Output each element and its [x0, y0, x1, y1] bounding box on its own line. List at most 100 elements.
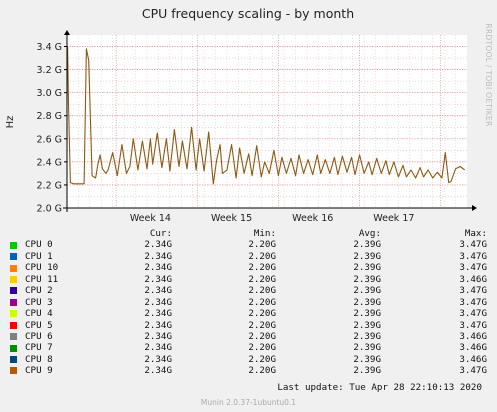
legend-label: CPU 1 [25, 250, 53, 262]
legend-swatch [10, 321, 17, 329]
legend-header-avg: Avg: [358, 228, 381, 239]
legend-row: CPU 11 2.34G 2.20G 2.39G 3.46G [10, 274, 487, 285]
legend-avg: 2.39G [353, 239, 381, 251]
legend-row: CPU 2 2.34G 2.20G 2.39G 3.47G [10, 285, 487, 296]
legend-avg: 2.39G [353, 296, 381, 308]
legend-max: 3.46G [459, 330, 487, 342]
legend-label: CPU 9 [25, 365, 53, 377]
x-tick-label: Week 17 [373, 213, 414, 224]
legend-label: CPU 5 [25, 319, 53, 331]
legend-header-max: Max: [464, 228, 487, 239]
legend-max: 3.47G [459, 285, 487, 297]
legend-header-cur: Cur: [149, 228, 172, 239]
legend-swatch [10, 333, 17, 341]
chart-title: CPU frequency scaling - by month [142, 6, 354, 21]
y-axis-title: Hz [5, 116, 16, 129]
legend-row: CPU 5 2.34G 2.20G 2.39G 3.47G [10, 320, 487, 331]
legend-swatch [10, 253, 17, 261]
x-tick-label: Week 14 [130, 213, 171, 224]
legend-label: CPU 3 [25, 296, 53, 308]
legend-label: CPU 6 [25, 330, 53, 342]
legend-min: 2.20G [248, 353, 276, 365]
legend-swatch [10, 344, 17, 352]
legend-max: 3.47G [459, 319, 487, 331]
legend-cur: 2.34G [144, 330, 172, 342]
legend-cur: 2.34G [144, 273, 172, 285]
legend-label: CPU 10 [25, 262, 59, 274]
legend-row: CPU 1 2.34G 2.20G 2.39G 3.47G [10, 251, 487, 262]
y-tick-label: 3.0 G [37, 88, 63, 99]
legend-max: 3.47G [459, 365, 487, 377]
legend-swatch [10, 310, 17, 318]
legend-avg: 2.39G [353, 285, 381, 297]
legend-avg: 2.39G [353, 353, 381, 365]
legend-avg: 2.39G [353, 308, 381, 320]
legend-min: 2.20G [248, 250, 276, 262]
legend-swatch [10, 356, 17, 364]
legend-row: CPU 4 2.34G 2.20G 2.39G 3.47G [10, 308, 487, 319]
legend-max: 3.46G [459, 353, 487, 365]
legend-min: 2.20G [248, 273, 276, 285]
x-axis-ticks: Week 14 Week 15 Week 16 Week 17 [130, 213, 415, 224]
legend-avg: 2.39G [353, 273, 381, 285]
legend-cur: 2.34G [144, 308, 172, 320]
legend-max: 3.46G [459, 342, 487, 354]
legend-swatch [10, 241, 17, 249]
y-tick-label: 2.8 G [37, 111, 63, 122]
last-update: Last update: Tue Apr 28 22:10:13 2020 [277, 382, 482, 393]
legend-swatch [10, 264, 17, 272]
legend-header: Cur: Min: Avg: Max: [10, 228, 487, 239]
munin-version: Munin 2.0.37-1ubuntu0.1 [200, 398, 297, 407]
legend-row: CPU 0 2.34G 2.20G 2.39G 3.47G [10, 239, 487, 250]
legend: Cur: Min: Avg: Max: CPU 0 2.34G 2.20G 2.39G… [10, 228, 487, 377]
data-series [66, 45, 466, 185]
legend-cur: 2.34G [144, 319, 172, 331]
legend-max: 3.46G [459, 273, 487, 285]
legend-min: 2.20G [248, 319, 276, 331]
legend-max: 3.47G [459, 262, 487, 274]
plot-area [67, 35, 467, 208]
legend-row: CPU 9 2.34G 2.20G 2.39G 3.47G [10, 365, 487, 376]
rrdtool-watermark: RRDTOOL / TOBI OETIKER [484, 23, 493, 126]
legend-swatch [10, 367, 17, 375]
legend-avg: 2.39G [353, 262, 381, 274]
y-axis-arrow [64, 30, 70, 35]
legend-avg: 2.39G [353, 250, 381, 262]
legend-label: CPU 8 [25, 353, 53, 365]
x-tick-label: Week 15 [211, 213, 252, 224]
y-tick-label: 2.0 G [37, 204, 63, 215]
legend-label: CPU 0 [25, 239, 53, 251]
legend-row: CPU 10 2.34G 2.20G 2.39G 3.47G [10, 262, 487, 273]
grid-lines [67, 35, 467, 209]
legend-min: 2.20G [248, 296, 276, 308]
legend-min: 2.20G [248, 239, 276, 251]
legend-max: 3.47G [459, 308, 487, 320]
legend-avg: 2.39G [353, 342, 381, 354]
legend-label: CPU 7 [25, 342, 53, 354]
legend-avg: 2.39G [353, 330, 381, 342]
y-tick-label: 2.6 G [37, 134, 63, 145]
legend-max: 3.47G [459, 250, 487, 262]
y-tick-label: 2.4 G [37, 157, 63, 168]
y-tick-label: 2.2 G [37, 180, 63, 191]
legend-swatch [10, 275, 17, 283]
legend-label: CPU 2 [25, 285, 53, 297]
y-tick-label: 3.4 G [37, 42, 63, 53]
legend-header-min: Min: [253, 228, 276, 239]
legend-cur: 2.34G [144, 365, 172, 377]
legend-cur: 2.34G [144, 353, 172, 365]
legend-cur: 2.34G [144, 342, 172, 354]
x-tick-label: Week 16 [292, 213, 333, 224]
y-tick-label: 3.2 G [37, 65, 63, 76]
legend-avg: 2.39G [353, 319, 381, 331]
legend-max: 3.47G [459, 239, 487, 251]
legend-row: CPU 3 2.34G 2.20G 2.39G 3.47G [10, 297, 487, 308]
legend-label: CPU 4 [25, 308, 53, 320]
series-line [66, 45, 466, 185]
legend-swatch [10, 298, 17, 306]
legend-cur: 2.34G [144, 250, 172, 262]
legend-label: CPU 11 [25, 273, 59, 285]
legend-swatch [10, 287, 17, 295]
legend-min: 2.20G [248, 285, 276, 297]
legend-row: CPU 6 2.34G 2.20G 2.39G 3.46G [10, 331, 487, 342]
